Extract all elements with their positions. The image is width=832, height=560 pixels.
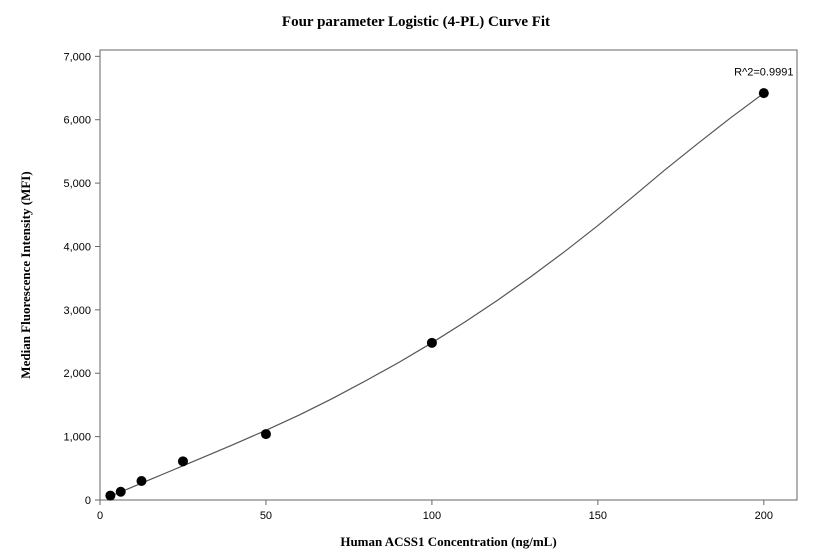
y-tick-label: 4,000 (63, 241, 91, 253)
data-point (105, 491, 115, 501)
x-tick-label: 0 (97, 510, 103, 522)
x-tick-label: 50 (260, 510, 272, 522)
y-tick-label: 1,000 (63, 432, 91, 444)
y-tick-label: 6,000 (63, 115, 91, 127)
x-tick-label: 100 (423, 510, 441, 522)
data-point (427, 338, 437, 348)
y-tick-label: 7,000 (63, 51, 91, 63)
chart-container: Four parameter Logistic (4-PL) Curve Fit… (0, 0, 832, 560)
x-tick-label: 200 (755, 510, 773, 522)
y-tick-label: 5,000 (63, 178, 91, 190)
x-axis-label: Human ACSS1 Concentration (ng/mL) (340, 534, 556, 549)
y-axis-label: Median Fluorescence Intensity (MFI) (18, 171, 33, 378)
data-point (136, 476, 146, 486)
chart-title: Four parameter Logistic (4-PL) Curve Fit (282, 14, 550, 30)
x-tick-label: 150 (589, 510, 607, 522)
r-squared-annotation: R^2=0.9991 (734, 66, 793, 78)
data-point (759, 88, 769, 98)
chart-background (0, 0, 832, 560)
data-point (261, 429, 271, 439)
chart-svg: Four parameter Logistic (4-PL) Curve Fit… (0, 0, 832, 560)
data-point (178, 456, 188, 466)
y-tick-label: 2,000 (63, 368, 91, 380)
data-point (116, 487, 126, 497)
y-tick-label: 0 (85, 495, 91, 507)
y-tick-label: 3,000 (63, 305, 91, 317)
